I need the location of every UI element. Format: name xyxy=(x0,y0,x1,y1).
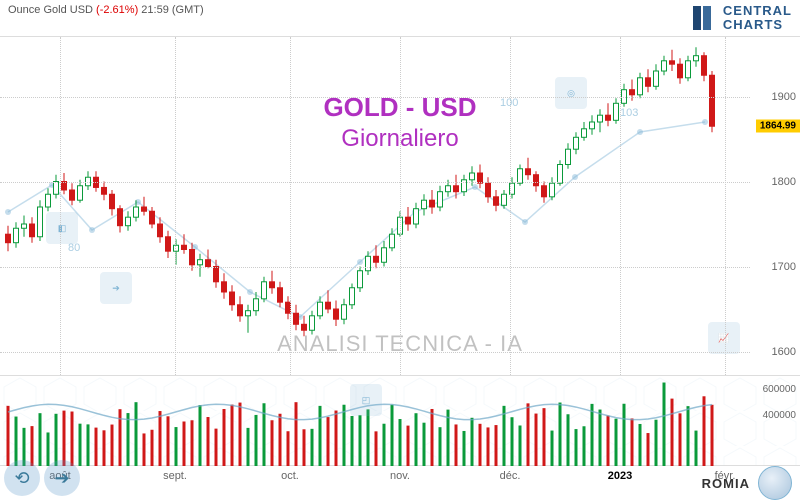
price-chart[interactable]: GOLD - USD Giornaliero ANALISI TECNICA -… xyxy=(0,36,800,376)
price-y-axis: 1600170018001900 xyxy=(750,37,798,375)
central-charts-logo: CENTRAL CHARTS xyxy=(693,4,792,33)
chart-header: Ounce Gold USD (-2.61%) 21:59 (GMT) CENT… xyxy=(0,0,800,36)
compass-badge-icon: ◎ xyxy=(555,77,587,109)
instrument-info: Ounce Gold USD (-2.61%) 21:59 (GMT) xyxy=(8,4,204,16)
timezone: (GMT) xyxy=(172,4,204,16)
volume-chart[interactable]: ◰ 400000600000 xyxy=(0,376,800,466)
brand-label: ROMIA xyxy=(702,476,750,491)
arrow-badge-icon: ➔ xyxy=(100,272,132,304)
footer: ROMIA xyxy=(0,466,800,500)
logo-icon xyxy=(693,6,717,30)
time: 21:59 xyxy=(141,4,169,16)
chart-badge-icon: 📈 xyxy=(708,322,740,354)
vol-badge-icon: ◰ xyxy=(350,384,382,416)
logo-text: CENTRAL CHARTS xyxy=(723,4,792,33)
badge-icon: ◧ xyxy=(46,212,78,244)
instrument-name: Ounce Gold USD xyxy=(8,4,93,16)
candles-svg xyxy=(0,37,750,377)
avatar-icon[interactable] xyxy=(758,466,792,500)
pct-change: (-2.61%) xyxy=(96,4,138,16)
